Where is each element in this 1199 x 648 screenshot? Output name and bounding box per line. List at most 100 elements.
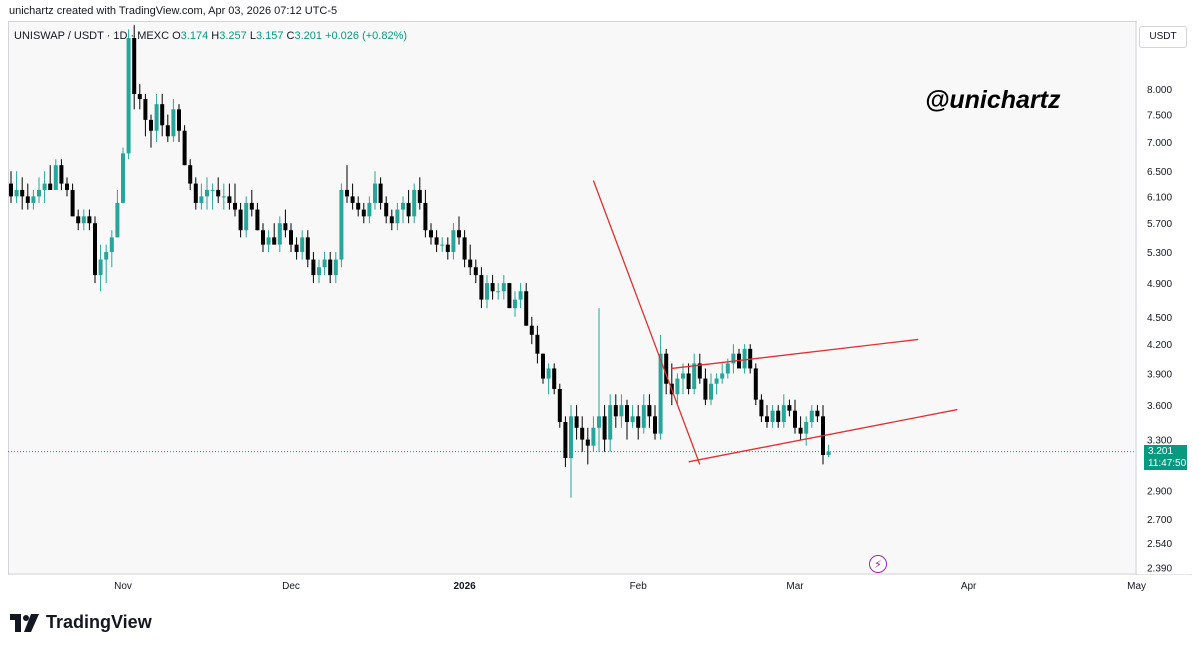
candle-body[interactable]: [574, 416, 579, 428]
candle-body[interactable]: [199, 196, 204, 203]
candle-body[interactable]: [261, 230, 265, 245]
candle-body[interactable]: [384, 202, 389, 217]
candle-body[interactable]: [608, 405, 613, 440]
candle-body[interactable]: [518, 291, 523, 300]
candle-body[interactable]: [266, 237, 271, 245]
candle-body[interactable]: [742, 348, 747, 369]
downtrend-line[interactable]: [592, 180, 701, 465]
candle-body[interactable]: [188, 165, 193, 184]
candle-body[interactable]: [703, 378, 708, 400]
candle-body[interactable]: [709, 383, 713, 400]
candle-body[interactable]: [216, 189, 221, 197]
candle-body[interactable]: [42, 183, 47, 190]
candle-body[interactable]: [317, 267, 321, 276]
candle-body[interactable]: [143, 99, 148, 120]
candle-body[interactable]: [809, 410, 814, 422]
candle-body[interactable]: [681, 373, 685, 379]
candle-body[interactable]: [233, 202, 237, 210]
candle-body[interactable]: [636, 416, 641, 428]
candle-body[interactable]: [513, 299, 517, 309]
candle-body[interactable]: [59, 165, 64, 184]
lightning-icon[interactable]: ⚡︎: [869, 555, 887, 573]
candle-body[interactable]: [305, 237, 310, 260]
candle-body[interactable]: [20, 189, 25, 197]
candle-body[interactable]: [177, 109, 181, 131]
candle-body[interactable]: [759, 399, 764, 417]
candle-body[interactable]: [48, 183, 53, 190]
candle-body[interactable]: [826, 451, 831, 456]
candle-body[interactable]: [378, 183, 383, 203]
candle-body[interactable]: [765, 416, 769, 422]
candle-body[interactable]: [76, 216, 81, 224]
candle-body[interactable]: [154, 104, 159, 131]
candle-body[interactable]: [479, 275, 484, 300]
candle-body[interactable]: [249, 202, 254, 210]
candle-body[interactable]: [289, 230, 293, 245]
candle-body[interactable]: [121, 153, 125, 203]
candle-body[interactable]: [714, 378, 719, 384]
candle-body[interactable]: [53, 165, 58, 190]
candle-body[interactable]: [412, 189, 417, 217]
candle-body[interactable]: [255, 209, 260, 231]
candle-body[interactable]: [389, 216, 394, 224]
candle-body[interactable]: [165, 125, 170, 137]
candle-body[interactable]: [429, 230, 433, 238]
candle-body[interactable]: [793, 410, 797, 428]
candle-body[interactable]: [630, 416, 635, 422]
candle-body[interactable]: [692, 363, 697, 389]
candle-body[interactable]: [238, 209, 243, 231]
candle-body[interactable]: [496, 291, 501, 293]
candle-body[interactable]: [350, 196, 355, 203]
candle-body[interactable]: [277, 223, 282, 245]
candle-body[interactable]: [597, 416, 601, 428]
candle-body[interactable]: [244, 202, 249, 231]
candle-body[interactable]: [115, 202, 120, 238]
candle-body[interactable]: [434, 237, 439, 245]
candle-body[interactable]: [731, 353, 736, 364]
candle-body[interactable]: [473, 267, 478, 276]
candle-body[interactable]: [546, 368, 551, 379]
candle-body[interactable]: [585, 439, 590, 446]
candle-body[interactable]: [664, 353, 669, 384]
candle-body[interactable]: [468, 259, 473, 268]
candle-body[interactable]: [647, 405, 652, 417]
candle-body[interactable]: [328, 259, 333, 276]
candle-body[interactable]: [70, 189, 75, 217]
candle-body[interactable]: [171, 109, 176, 137]
candle-body[interactable]: [776, 410, 781, 422]
candle-body[interactable]: [182, 130, 187, 166]
candle-body[interactable]: [697, 363, 702, 379]
candle-body[interactable]: [658, 353, 663, 434]
chart-area[interactable]: [8, 21, 1192, 601]
candle-body[interactable]: [205, 189, 209, 197]
candle-body[interactable]: [322, 259, 327, 268]
candle-body[interactable]: [580, 427, 585, 440]
candle-body[interactable]: [619, 405, 624, 417]
candle-body[interactable]: [25, 196, 30, 203]
candle-body[interactable]: [541, 353, 545, 379]
candle-body[interactable]: [137, 94, 142, 100]
candle-body[interactable]: [653, 416, 657, 434]
candle-body[interactable]: [675, 378, 680, 395]
candle-body[interactable]: [552, 368, 557, 389]
currency-button[interactable]: USDT: [1139, 26, 1187, 48]
candle-body[interactable]: [333, 259, 338, 276]
candle-body[interactable]: [109, 237, 114, 253]
candle-body[interactable]: [98, 259, 103, 276]
candle-body[interactable]: [524, 291, 529, 326]
candle-body[interactable]: [9, 183, 13, 197]
candle-body[interactable]: [557, 388, 562, 422]
candle-body[interactable]: [126, 38, 131, 154]
time-axis-background[interactable]: [8, 575, 1192, 601]
price-chart[interactable]: 8.000 7.500 7.000 6.500 6.100 5.700 5.300 4.900…: [8, 21, 1192, 601]
candle-body[interactable]: [227, 196, 232, 203]
candle-body[interactable]: [193, 183, 198, 203]
candle-body[interactable]: [210, 189, 215, 191]
candle-body[interactable]: [501, 283, 506, 292]
candle-body[interactable]: [311, 259, 316, 276]
candle-body[interactable]: [149, 119, 153, 131]
candle-body[interactable]: [373, 183, 377, 203]
candle-body[interactable]: [132, 38, 137, 95]
candle-body[interactable]: [490, 283, 495, 292]
candle-body[interactable]: [625, 405, 629, 422]
